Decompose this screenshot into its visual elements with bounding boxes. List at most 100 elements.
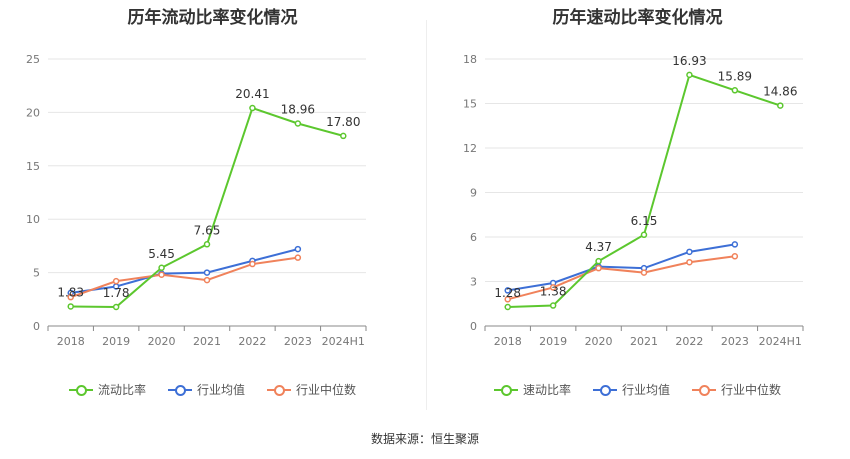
data-point: [595, 264, 602, 272]
quick-ratio-chart: 0 3 6 9 12 15 18 2018 2019 2020 2021 2022 2023 2024H1…: [463, 53, 804, 348]
data-point: [549, 302, 557, 309]
data-point: [158, 271, 165, 278]
data-point: [67, 293, 74, 301]
y-tick-label: 18: [463, 53, 477, 66]
data-point: [549, 284, 557, 291]
data-point: [504, 296, 511, 303]
data-point: [640, 269, 648, 276]
x-tick-label: 2024H1: [322, 335, 365, 348]
x-tick-label: 2020: [585, 335, 613, 348]
y-tick-label: 3: [470, 276, 477, 289]
x-tick-label: 2020: [148, 335, 176, 348]
data-source: 数据来源：恒生聚源: [370, 432, 479, 446]
legend-item[interactable]: 行业中位数: [267, 381, 356, 398]
data-label: 15.89: [718, 69, 752, 83]
y-tick-label: 12: [463, 142, 477, 155]
data-point: [294, 254, 302, 261]
y-tick-label: 15: [26, 160, 40, 173]
data-label: 4.37: [585, 240, 612, 254]
legend-label: 行业均值: [196, 383, 245, 397]
series-line: [507, 255, 735, 301]
y-tick-label: 5: [33, 267, 40, 280]
data-label: 20.41: [235, 87, 269, 101]
data-point: [158, 264, 165, 272]
data-label: 16.93: [672, 54, 706, 68]
x-tick-label: 2022: [238, 335, 266, 348]
data-label: 5.45: [148, 247, 175, 261]
legend-label: 流动比率: [97, 383, 146, 397]
y-tick-label: 0: [33, 320, 40, 333]
x-tick-label: 2022: [675, 335, 703, 348]
legend-marker-icon: [592, 384, 617, 396]
data-point: [294, 120, 302, 127]
series-line: [507, 243, 736, 292]
data-point: [777, 102, 784, 109]
data-point: [686, 71, 693, 79]
y-tick-label: 6: [470, 231, 477, 244]
data-label: 1.38: [540, 285, 567, 299]
legend-marker-icon: [493, 384, 518, 396]
data-point: [731, 241, 739, 248]
data-point: [340, 132, 347, 140]
data-label: 18.96: [281, 103, 315, 117]
legend-item[interactable]: 流动比率: [68, 381, 146, 398]
legend-item[interactable]: 行业均值: [167, 381, 245, 398]
x-tick-label: 2023: [721, 335, 749, 348]
legend-item[interactable]: 速动比率: [493, 381, 571, 398]
legend-label: 行业中位数: [721, 383, 782, 397]
data-point: [731, 253, 739, 260]
data-point: [112, 303, 120, 311]
panel-divider: [426, 20, 427, 410]
legend-marker-icon: [68, 384, 93, 396]
data-point: [595, 257, 602, 265]
y-tick-label: 9: [470, 187, 477, 200]
x-tick-label: 2018: [494, 335, 522, 348]
data-point: [640, 231, 648, 239]
y-tick-label: 10: [26, 213, 40, 226]
x-tick-label: 2018: [57, 335, 85, 348]
series-line: [70, 256, 298, 299]
y-tick-label: 15: [463, 98, 477, 111]
legend-label: 行业中位数: [296, 383, 357, 397]
data-point: [504, 287, 511, 294]
x-tick-label: 2019: [102, 335, 130, 348]
legend-marker-icon: [267, 384, 291, 396]
data-point: [249, 260, 256, 268]
legend: 流动比率 行业均值 行业中位数: [0, 381, 425, 398]
data-label: 1.28: [494, 286, 521, 300]
data-label: 14.86: [763, 85, 797, 99]
x-tick-label: 2024H1: [759, 335, 802, 348]
legend-item[interactable]: 行业中位数: [692, 381, 781, 398]
legend: 速动比率 行业均值 行业中位数: [425, 381, 850, 398]
x-tick-label: 2019: [539, 335, 567, 348]
x-tick-label: 2023: [284, 335, 312, 348]
data-label: 17.80: [326, 115, 360, 129]
data-point: [112, 277, 120, 285]
data-label: 1.78: [103, 286, 130, 300]
legend-marker-icon: [692, 384, 716, 396]
data-point: [203, 241, 211, 248]
data-point: [203, 269, 211, 276]
legend-item[interactable]: 行业均值: [592, 381, 670, 398]
data-point: [203, 276, 211, 284]
data-point: [504, 303, 511, 311]
data-label: 1.83: [57, 285, 84, 299]
data-label: 6.15: [631, 214, 658, 228]
legend-label: 速动比率: [522, 383, 571, 397]
legend-marker-icon: [167, 384, 192, 396]
data-label: 7.65: [194, 223, 221, 237]
data-point: [67, 303, 74, 310]
y-tick-label: 25: [26, 53, 40, 66]
data-point: [731, 87, 739, 94]
y-tick-label: 20: [26, 106, 40, 119]
current-ratio-panel: 历年流动比率变化情况 0 5 10 15 20 25 2018 2019 2020 2021 202…: [0, 0, 425, 420]
current-ratio-chart: 0 5 10 15 20 25 2018 2019 2020 2021 2022 2023 2024H1…: [26, 53, 367, 348]
x-tick-label: 2021: [193, 335, 221, 348]
data-point: [686, 258, 693, 266]
x-tick-label: 2021: [630, 335, 658, 348]
quick-ratio-panel: 历年速动比率变化情况 0 3 6 9 12 15 18 2018 2019 2020 2021 202…: [425, 0, 850, 420]
data-point: [294, 245, 302, 253]
data-point: [686, 248, 693, 256]
data-point: [249, 104, 256, 112]
y-tick-label: 0: [470, 320, 477, 333]
